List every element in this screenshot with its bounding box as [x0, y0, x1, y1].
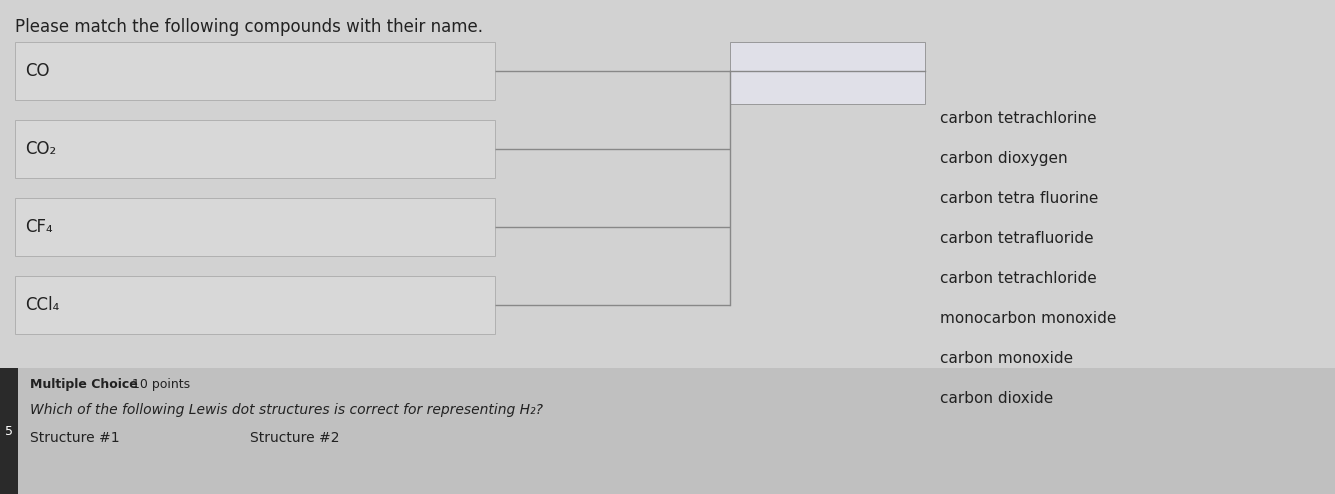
Text: Structure #1: Structure #1 — [29, 431, 120, 445]
Text: carbon tetrafluoride: carbon tetrafluoride — [940, 231, 1093, 246]
Text: Structure #2: Structure #2 — [250, 431, 339, 445]
Text: Which of the following Lewis dot structures is correct for representing H₂?: Which of the following Lewis dot structu… — [29, 403, 543, 417]
Bar — [0, 368, 1335, 494]
Text: monocarbon monoxide: monocarbon monoxide — [940, 311, 1116, 326]
FancyBboxPatch shape — [15, 42, 495, 100]
Text: CO: CO — [25, 62, 49, 80]
Text: carbon dioxide: carbon dioxide — [940, 390, 1053, 406]
FancyBboxPatch shape — [15, 198, 495, 256]
Text: carbon monoxide: carbon monoxide — [940, 351, 1073, 366]
Text: carbon dioxygen: carbon dioxygen — [940, 151, 1068, 165]
Text: carbon tetrachloride: carbon tetrachloride — [940, 271, 1097, 286]
Text: CF₄: CF₄ — [25, 218, 52, 236]
Text: CCl₄: CCl₄ — [25, 296, 59, 314]
FancyBboxPatch shape — [15, 276, 495, 334]
Text: Multiple Choice: Multiple Choice — [29, 377, 138, 390]
Text: 10 points: 10 points — [120, 377, 190, 390]
Text: carbon tetra fluorine: carbon tetra fluorine — [940, 191, 1099, 206]
Text: carbon tetrachlorine: carbon tetrachlorine — [940, 111, 1096, 125]
Text: CO₂: CO₂ — [25, 140, 56, 158]
FancyBboxPatch shape — [15, 120, 495, 178]
Text: 5: 5 — [5, 424, 13, 438]
FancyBboxPatch shape — [730, 42, 925, 104]
Bar — [0, 368, 17, 494]
Text: Please match the following compounds with their name.: Please match the following compounds wit… — [15, 18, 483, 36]
